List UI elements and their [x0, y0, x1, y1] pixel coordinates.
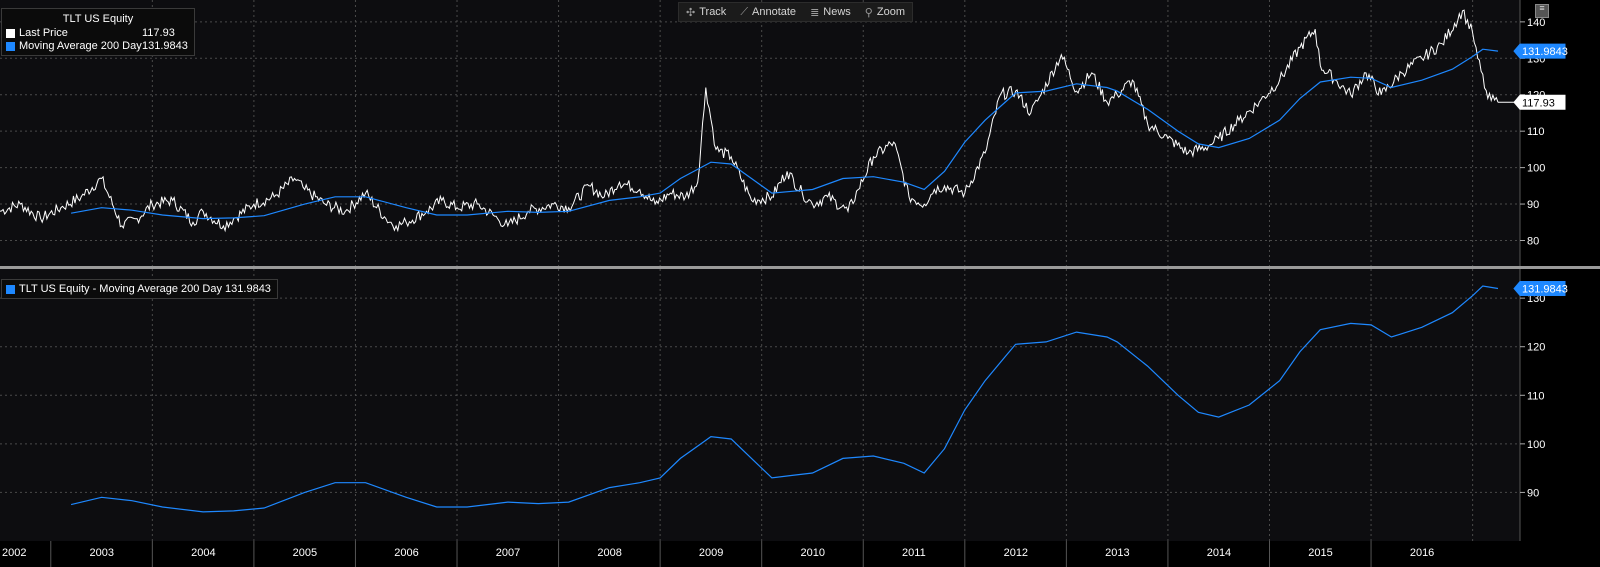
top-price-value-tag: 117.93	[1513, 94, 1566, 110]
x-tick-label: 2011	[902, 547, 926, 559]
news-icon: ≣	[810, 6, 820, 19]
bottom-ma-value-tag: 131.9843	[1513, 281, 1568, 297]
y-tick-label: 110	[1527, 126, 1545, 138]
moving-average-swatch	[6, 284, 15, 294]
y-tick-label: 100	[1527, 439, 1545, 451]
top-legend[interactable]: TLT US Equity Last Price 117.93 Moving A…	[1, 8, 195, 56]
legend-value: 117.93	[142, 27, 175, 39]
x-tick-label: 2002	[2, 547, 26, 559]
x-tick-label: 2006	[394, 547, 418, 559]
news-button[interactable]: ≣ News	[803, 3, 858, 21]
top-price-value-tag-text: 117.93	[1522, 97, 1555, 109]
x-tick-label: 2012	[1004, 547, 1028, 559]
legend-name: Last Price	[19, 27, 68, 39]
bottom-panel-background	[0, 269, 1520, 541]
bottom-plot	[70, 285, 1499, 513]
annotate-button[interactable]: ⟋ Annotate	[733, 3, 803, 21]
top-price-value-tag-box	[1513, 94, 1566, 110]
top-ma-value-tag-box	[1513, 43, 1566, 59]
panel-divider[interactable]	[0, 266, 1600, 269]
zoom-icon: ⚲	[864, 6, 873, 19]
y-tick-label: 90	[1527, 199, 1539, 211]
x-tick-label: 2004	[191, 547, 215, 559]
y-tick-label: 140	[1527, 17, 1545, 29]
x-tick-label: 2010	[800, 547, 824, 559]
news-label: News	[823, 6, 851, 18]
y-tick-label: 80	[1527, 235, 1539, 247]
x-tick-label: 2014	[1207, 547, 1231, 559]
zoom-button[interactable]: ⚲ Zoom	[858, 3, 912, 21]
legend-row-moving-average[interactable]: Moving Average 200 Day 131.9843	[2, 40, 194, 53]
legend-title: TLT US Equity	[62, 13, 134, 25]
top-panel-background	[0, 0, 1520, 266]
x-tick-label: 2005	[293, 547, 317, 559]
bottom-grid	[0, 269, 1520, 541]
y-tick-label: 130	[1527, 293, 1545, 305]
x-tick-label: 2007	[496, 547, 520, 559]
bottom-legend[interactable]: TLT US Equity - Moving Average 200 Day 1…	[1, 279, 278, 299]
y-tick-label: 110	[1527, 390, 1545, 402]
series-last-price-line	[0, 9, 1499, 233]
bottom-legend-text: TLT US Equity - Moving Average 200 Day 1…	[19, 282, 271, 295]
legend-row-last-price[interactable]: Last Price 117.93	[2, 27, 194, 40]
y-tick-label: 100	[1527, 163, 1545, 175]
bottom-ma-value-tag-text: 131.9843	[1522, 284, 1568, 296]
legend-name: Moving Average 200 Day	[19, 40, 142, 52]
y-tick-label: 120	[1527, 342, 1545, 354]
pencil-icon: ⟋	[740, 5, 749, 18]
legend-value: 131.9843	[142, 40, 188, 52]
moving-average-swatch	[6, 42, 15, 51]
top-ma-value-tag: 131.9843	[1513, 43, 1568, 59]
panel-scroll-icon[interactable]: ≡	[1535, 4, 1549, 18]
crosshair-icon: ✣	[686, 6, 696, 19]
chart-toolbar: ✣ Track ⟋ Annotate ≣ News ⚲ Zoom	[678, 2, 913, 22]
y-tick-label: 90	[1527, 487, 1539, 499]
x-tick-label: 2009	[699, 547, 723, 559]
x-tick-label: 2016	[1410, 547, 1434, 559]
series-moving-average-line	[70, 48, 1499, 220]
x-tick-label: 2008	[597, 547, 621, 559]
annotate-label: Annotate	[752, 6, 797, 18]
bottom-ma-value-tag-box	[1513, 281, 1566, 297]
top-plot	[0, 9, 1516, 233]
last-price-swatch	[6, 29, 15, 38]
zoom-label: Zoom	[876, 6, 905, 18]
series-moving-average-line-lower	[70, 285, 1499, 513]
x-axis-band	[0, 541, 1600, 567]
track-button[interactable]: ✣ Track	[679, 3, 733, 21]
x-tick-label: 2003	[90, 547, 114, 559]
track-label: Track	[699, 6, 727, 18]
x-tick-label: 2015	[1308, 547, 1332, 559]
x-axis: 2002 2003 2004 2005 2006 2007 2008 2009 2010 2011…	[2, 541, 1434, 567]
top-ma-value-tag-text: 131.9843	[1522, 46, 1568, 58]
x-tick-label: 2013	[1105, 547, 1129, 559]
